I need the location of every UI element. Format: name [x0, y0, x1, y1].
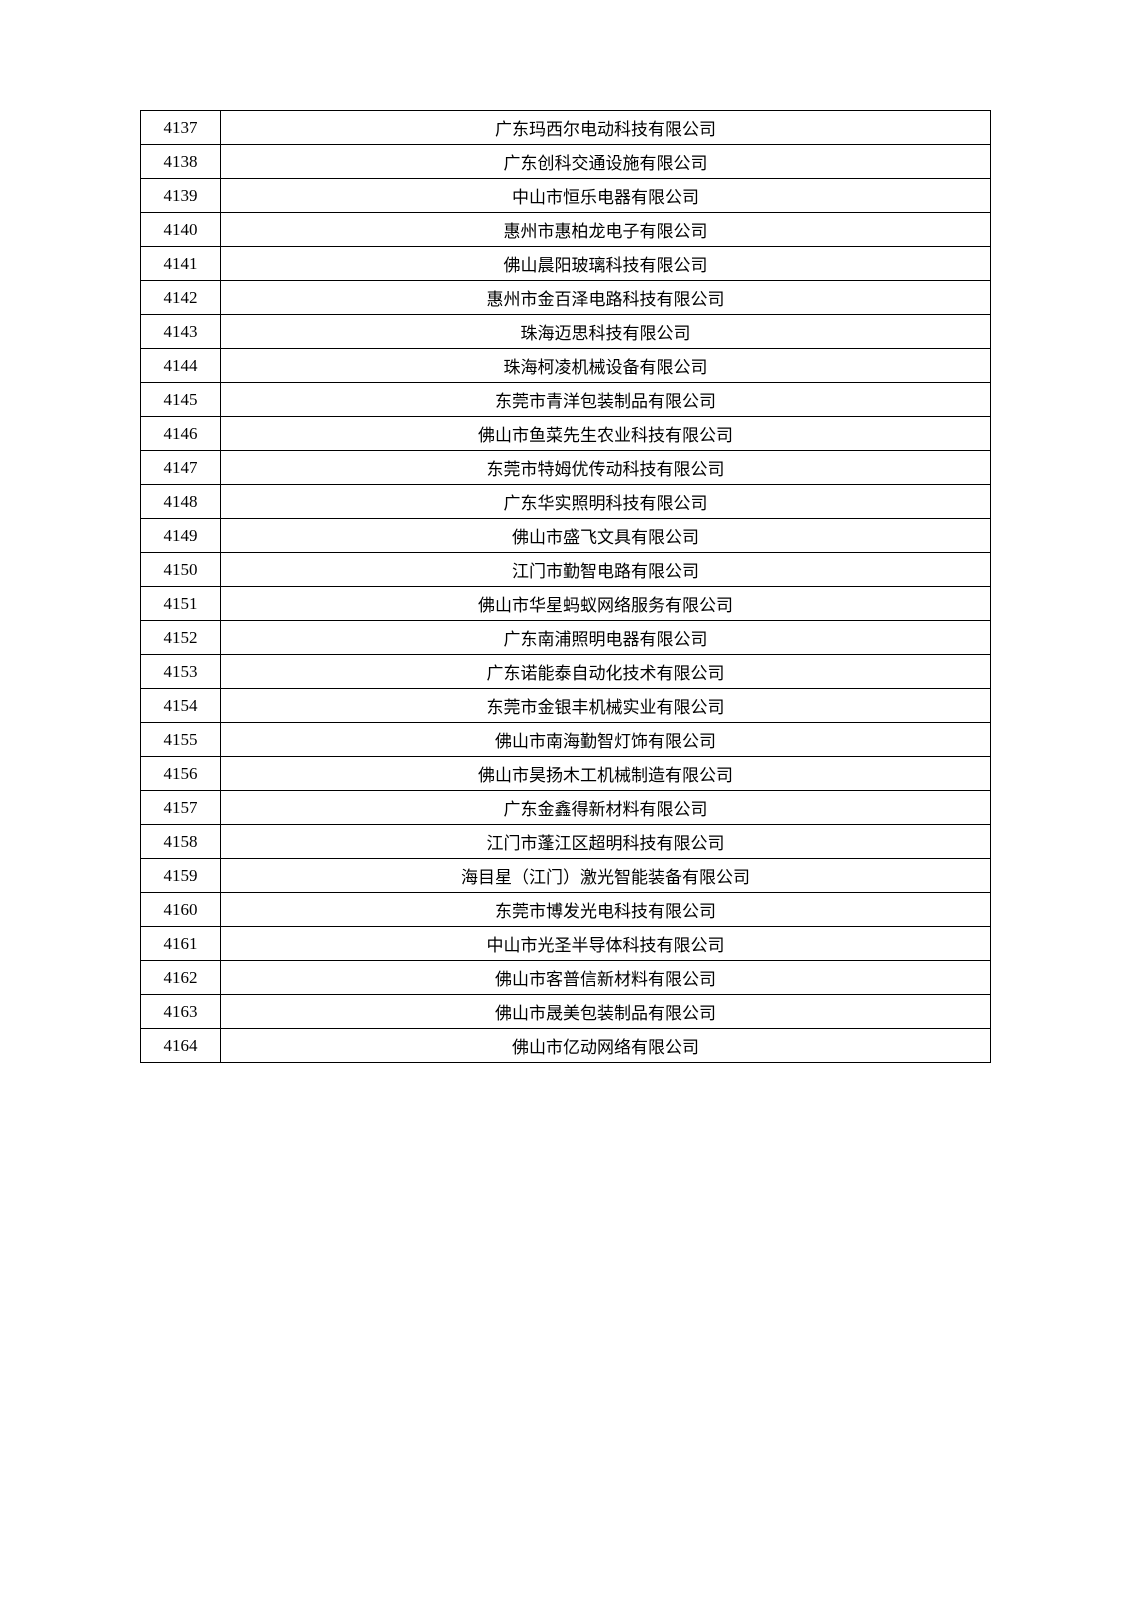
row-name-cell: 东莞市特姆优传动科技有限公司 [221, 451, 991, 485]
row-id-cell: 4163 [141, 995, 221, 1029]
row-name-cell: 广东南浦照明电器有限公司 [221, 621, 991, 655]
table-row: 4162佛山市客普信新材料有限公司 [141, 961, 991, 995]
row-id-cell: 4153 [141, 655, 221, 689]
row-name-cell: 珠海柯凌机械设备有限公司 [221, 349, 991, 383]
row-id-cell: 4142 [141, 281, 221, 315]
row-name-cell: 惠州市金百泽电路科技有限公司 [221, 281, 991, 315]
row-name-cell: 广东诺能泰自动化技术有限公司 [221, 655, 991, 689]
row-id-cell: 4147 [141, 451, 221, 485]
table-row: 4164佛山市亿动网络有限公司 [141, 1029, 991, 1063]
row-name-cell: 佛山市亿动网络有限公司 [221, 1029, 991, 1063]
row-name-cell: 广东玛西尔电动科技有限公司 [221, 111, 991, 145]
row-name-cell: 中山市恒乐电器有限公司 [221, 179, 991, 213]
row-id-cell: 4144 [141, 349, 221, 383]
row-name-cell: 佛山市南海勤智灯饰有限公司 [221, 723, 991, 757]
table-row: 4137广东玛西尔电动科技有限公司 [141, 111, 991, 145]
row-id-cell: 4162 [141, 961, 221, 995]
row-name-cell: 广东金鑫得新材料有限公司 [221, 791, 991, 825]
row-name-cell: 东莞市青洋包装制品有限公司 [221, 383, 991, 417]
row-id-cell: 4145 [141, 383, 221, 417]
row-id-cell: 4146 [141, 417, 221, 451]
table-row: 4144珠海柯凌机械设备有限公司 [141, 349, 991, 383]
row-id-cell: 4152 [141, 621, 221, 655]
row-name-cell: 东莞市博发光电科技有限公司 [221, 893, 991, 927]
row-id-cell: 4155 [141, 723, 221, 757]
table-row: 4142惠州市金百泽电路科技有限公司 [141, 281, 991, 315]
row-id-cell: 4156 [141, 757, 221, 791]
row-name-cell: 广东创科交通设施有限公司 [221, 145, 991, 179]
row-name-cell: 海目星（江门）激光智能装备有限公司 [221, 859, 991, 893]
row-name-cell: 佛山晨阳玻璃科技有限公司 [221, 247, 991, 281]
company-table-body: 4137广东玛西尔电动科技有限公司4138广东创科交通设施有限公司4139中山市… [141, 111, 991, 1063]
row-name-cell: 佛山市鱼菜先生农业科技有限公司 [221, 417, 991, 451]
table-row: 4163佛山市晟美包装制品有限公司 [141, 995, 991, 1029]
table-row: 4157广东金鑫得新材料有限公司 [141, 791, 991, 825]
company-table-container: 4137广东玛西尔电动科技有限公司4138广东创科交通设施有限公司4139中山市… [140, 110, 991, 1063]
row-id-cell: 4148 [141, 485, 221, 519]
row-id-cell: 4151 [141, 587, 221, 621]
table-row: 4160东莞市博发光电科技有限公司 [141, 893, 991, 927]
row-id-cell: 4137 [141, 111, 221, 145]
table-row: 4154东莞市金银丰机械实业有限公司 [141, 689, 991, 723]
table-row: 4158江门市蓬江区超明科技有限公司 [141, 825, 991, 859]
table-row: 4151佛山市华星蚂蚁网络服务有限公司 [141, 587, 991, 621]
row-id-cell: 4149 [141, 519, 221, 553]
table-row: 4141佛山晨阳玻璃科技有限公司 [141, 247, 991, 281]
table-row: 4159海目星（江门）激光智能装备有限公司 [141, 859, 991, 893]
row-name-cell: 佛山市盛飞文具有限公司 [221, 519, 991, 553]
row-name-cell: 佛山市华星蚂蚁网络服务有限公司 [221, 587, 991, 621]
table-row: 4147东莞市特姆优传动科技有限公司 [141, 451, 991, 485]
row-id-cell: 4160 [141, 893, 221, 927]
row-id-cell: 4159 [141, 859, 221, 893]
row-name-cell: 江门市蓬江区超明科技有限公司 [221, 825, 991, 859]
table-row: 4150江门市勤智电路有限公司 [141, 553, 991, 587]
table-row: 4161中山市光圣半导体科技有限公司 [141, 927, 991, 961]
row-name-cell: 中山市光圣半导体科技有限公司 [221, 927, 991, 961]
row-name-cell: 广东华实照明科技有限公司 [221, 485, 991, 519]
row-id-cell: 4154 [141, 689, 221, 723]
table-row: 4155佛山市南海勤智灯饰有限公司 [141, 723, 991, 757]
row-id-cell: 4143 [141, 315, 221, 349]
row-id-cell: 4161 [141, 927, 221, 961]
row-id-cell: 4138 [141, 145, 221, 179]
table-row: 4146佛山市鱼菜先生农业科技有限公司 [141, 417, 991, 451]
row-name-cell: 佛山市晟美包装制品有限公司 [221, 995, 991, 1029]
row-name-cell: 佛山市昊扬木工机械制造有限公司 [221, 757, 991, 791]
row-name-cell: 惠州市惠柏龙电子有限公司 [221, 213, 991, 247]
row-name-cell: 江门市勤智电路有限公司 [221, 553, 991, 587]
table-row: 4138广东创科交通设施有限公司 [141, 145, 991, 179]
table-row: 4156佛山市昊扬木工机械制造有限公司 [141, 757, 991, 791]
table-row: 4152广东南浦照明电器有限公司 [141, 621, 991, 655]
table-row: 4143珠海迈思科技有限公司 [141, 315, 991, 349]
row-name-cell: 珠海迈思科技有限公司 [221, 315, 991, 349]
row-id-cell: 4139 [141, 179, 221, 213]
company-table: 4137广东玛西尔电动科技有限公司4138广东创科交通设施有限公司4139中山市… [140, 110, 991, 1063]
table-row: 4140惠州市惠柏龙电子有限公司 [141, 213, 991, 247]
row-name-cell: 佛山市客普信新材料有限公司 [221, 961, 991, 995]
row-id-cell: 4157 [141, 791, 221, 825]
row-id-cell: 4164 [141, 1029, 221, 1063]
row-id-cell: 4140 [141, 213, 221, 247]
table-row: 4145东莞市青洋包装制品有限公司 [141, 383, 991, 417]
row-id-cell: 4141 [141, 247, 221, 281]
table-row: 4149佛山市盛飞文具有限公司 [141, 519, 991, 553]
row-id-cell: 4150 [141, 553, 221, 587]
table-row: 4148广东华实照明科技有限公司 [141, 485, 991, 519]
row-name-cell: 东莞市金银丰机械实业有限公司 [221, 689, 991, 723]
table-row: 4139中山市恒乐电器有限公司 [141, 179, 991, 213]
table-row: 4153广东诺能泰自动化技术有限公司 [141, 655, 991, 689]
row-id-cell: 4158 [141, 825, 221, 859]
